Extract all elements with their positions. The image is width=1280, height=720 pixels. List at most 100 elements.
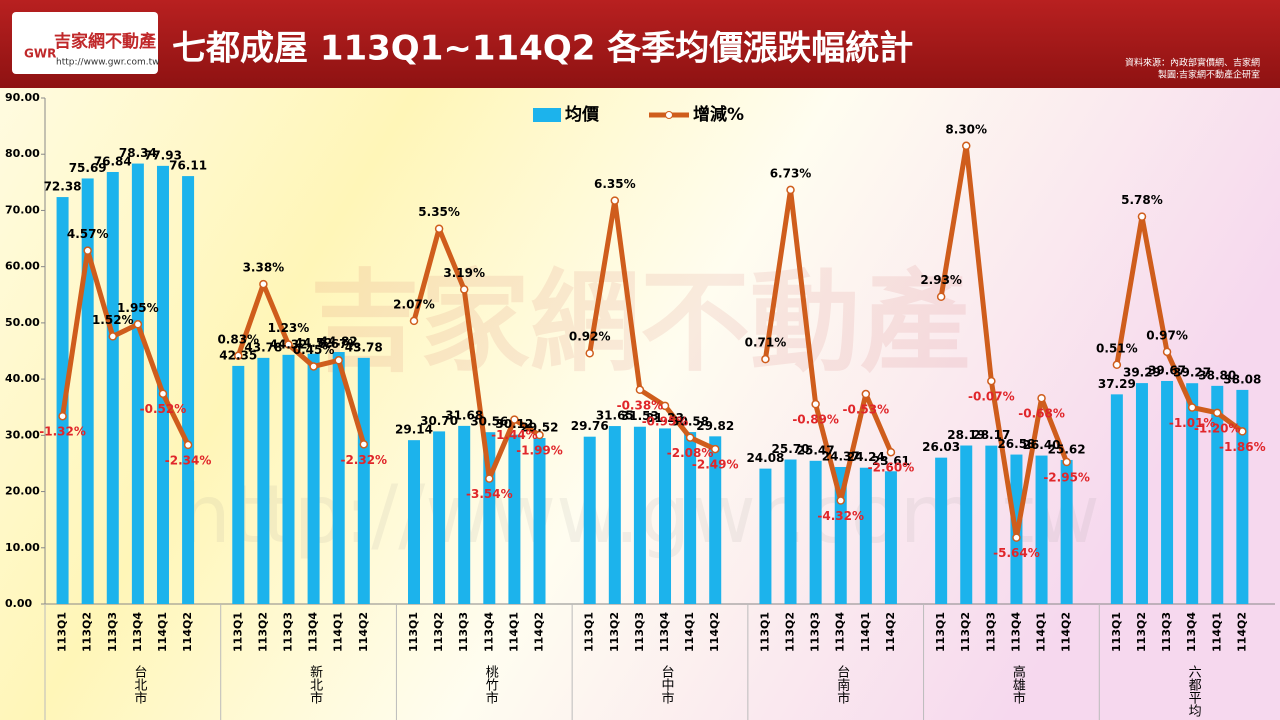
bar-value-label: 30.70 [420,414,458,428]
line-marker [1162,347,1172,357]
line-value-label: 0.92% [569,330,611,344]
line-value-label: -1.20% [1194,421,1241,435]
line [1114,214,1244,434]
bar-value-label: 28.19 [947,428,985,442]
bar-value-label: 30.58 [671,415,709,429]
bar [257,357,270,604]
line-marker [459,285,469,294]
x-tick-label: 113Q4 [1185,612,1198,652]
line-value-label: -0.52% [140,402,187,416]
y-tick-label: 20.00 [5,485,40,498]
bar [458,425,471,604]
bar [809,460,822,604]
x-tick-label: 113Q1 [1110,612,1123,652]
line [235,281,367,446]
bar-value-label: 23.61 [872,454,910,468]
x-tick-label: 113Q2 [784,612,797,652]
bar-value-label: 30.56 [470,415,508,429]
bar [1060,459,1073,604]
line-marker [259,279,268,289]
bar-value-label: 42.35 [219,348,257,362]
line-marker [761,354,770,364]
line-marker [510,415,519,424]
logo-url: http://www.gwr.com.tw [56,58,159,68]
y-tick-label: 70.00 [5,203,40,216]
bar [884,471,897,604]
bar-value-label: 37.29 [1098,377,1136,391]
y-tick-label: 0.00 [5,597,32,610]
bar-value-label: 39.67 [1148,363,1186,377]
line-value-label: -3.54% [466,487,513,501]
line-marker [1187,403,1197,412]
bar [985,445,998,604]
line-marker [886,447,896,457]
bar [533,438,546,604]
x-tick-label: 113Q4 [834,612,847,652]
line-marker [133,320,143,329]
bar-value-label: 76.84 [94,154,132,168]
line-value-label: -2.08% [667,446,714,460]
bar [1035,455,1048,604]
bar-value-label: 43.78 [345,340,383,354]
line-value-label: -2.32% [340,453,387,467]
bar-value-label: 26.03 [922,440,960,454]
bar [784,459,797,604]
bar [1211,385,1224,604]
line-value-label: 4.57% [67,227,109,241]
line-marker [660,401,670,411]
line-marker [409,316,419,326]
line-value-label: -2.95% [1043,471,1090,485]
y-tick-label: 40.00 [5,372,40,385]
x-tick-label: 114Q1 [683,612,696,652]
bar [307,353,320,604]
bar-value-label: 31.65 [596,409,634,423]
x-tick-label: 113Q4 [1009,612,1022,652]
bar [182,176,195,605]
chart-title: 七都成屋 113Q1~114Q2 各季均價漲跌幅統計 [172,29,913,69]
line-value-label: 1.95% [117,301,159,315]
group-label: 六都平均 [1186,665,1202,717]
bar [106,171,119,604]
legend-swatch [533,108,561,122]
header-bar [0,0,1280,88]
line-marker [836,496,845,505]
logo-box [12,12,158,74]
x-tick-label: 113Q1 [583,612,596,652]
line-marker [610,196,620,205]
logo-mark: GWR [24,47,56,61]
bar-value-label: 39.27 [1173,366,1211,380]
line-marker [585,348,594,358]
x-tick-label: 114Q2 [884,612,897,652]
y-tick-label: 90.00 [5,91,40,104]
bar-value-label: 78.34 [119,146,157,160]
x-tick-label: 114Q1 [507,612,520,652]
x-tick-label: 113Q2 [1135,612,1148,652]
bar [684,432,697,604]
bar [131,163,144,604]
bar [1110,394,1123,604]
line-marker [58,411,67,421]
line [587,198,717,452]
x-tick-label: 113Q1 [934,612,947,652]
bar-value-label: 28.17 [972,428,1010,442]
line-value-label: 0.71% [745,336,787,350]
bar [1161,380,1174,604]
bar-value-label: 38.08 [1223,372,1261,386]
bar-value-label: 31.68 [445,408,483,422]
bar [659,428,672,604]
line-value-label: -4.32% [817,509,864,523]
bar-value-label: 31.53 [621,409,659,423]
bar [433,431,446,604]
line-marker [83,246,92,255]
credit: 製圖:吉家網不動產企研室 [1158,69,1260,81]
line-marker [535,430,544,440]
line-value-label: 0.45% [293,343,335,357]
line-value-label: -0.95% [642,414,689,428]
bar-value-label: 24.24 [847,450,885,464]
line-value-label: -0.38% [617,398,664,412]
line-marker [1137,212,1147,221]
legend-label: 均價 [565,104,600,125]
x-tick-label: 113Q3 [281,612,294,652]
bar [1236,389,1249,604]
bar-value-label: 25.62 [1048,442,1086,456]
